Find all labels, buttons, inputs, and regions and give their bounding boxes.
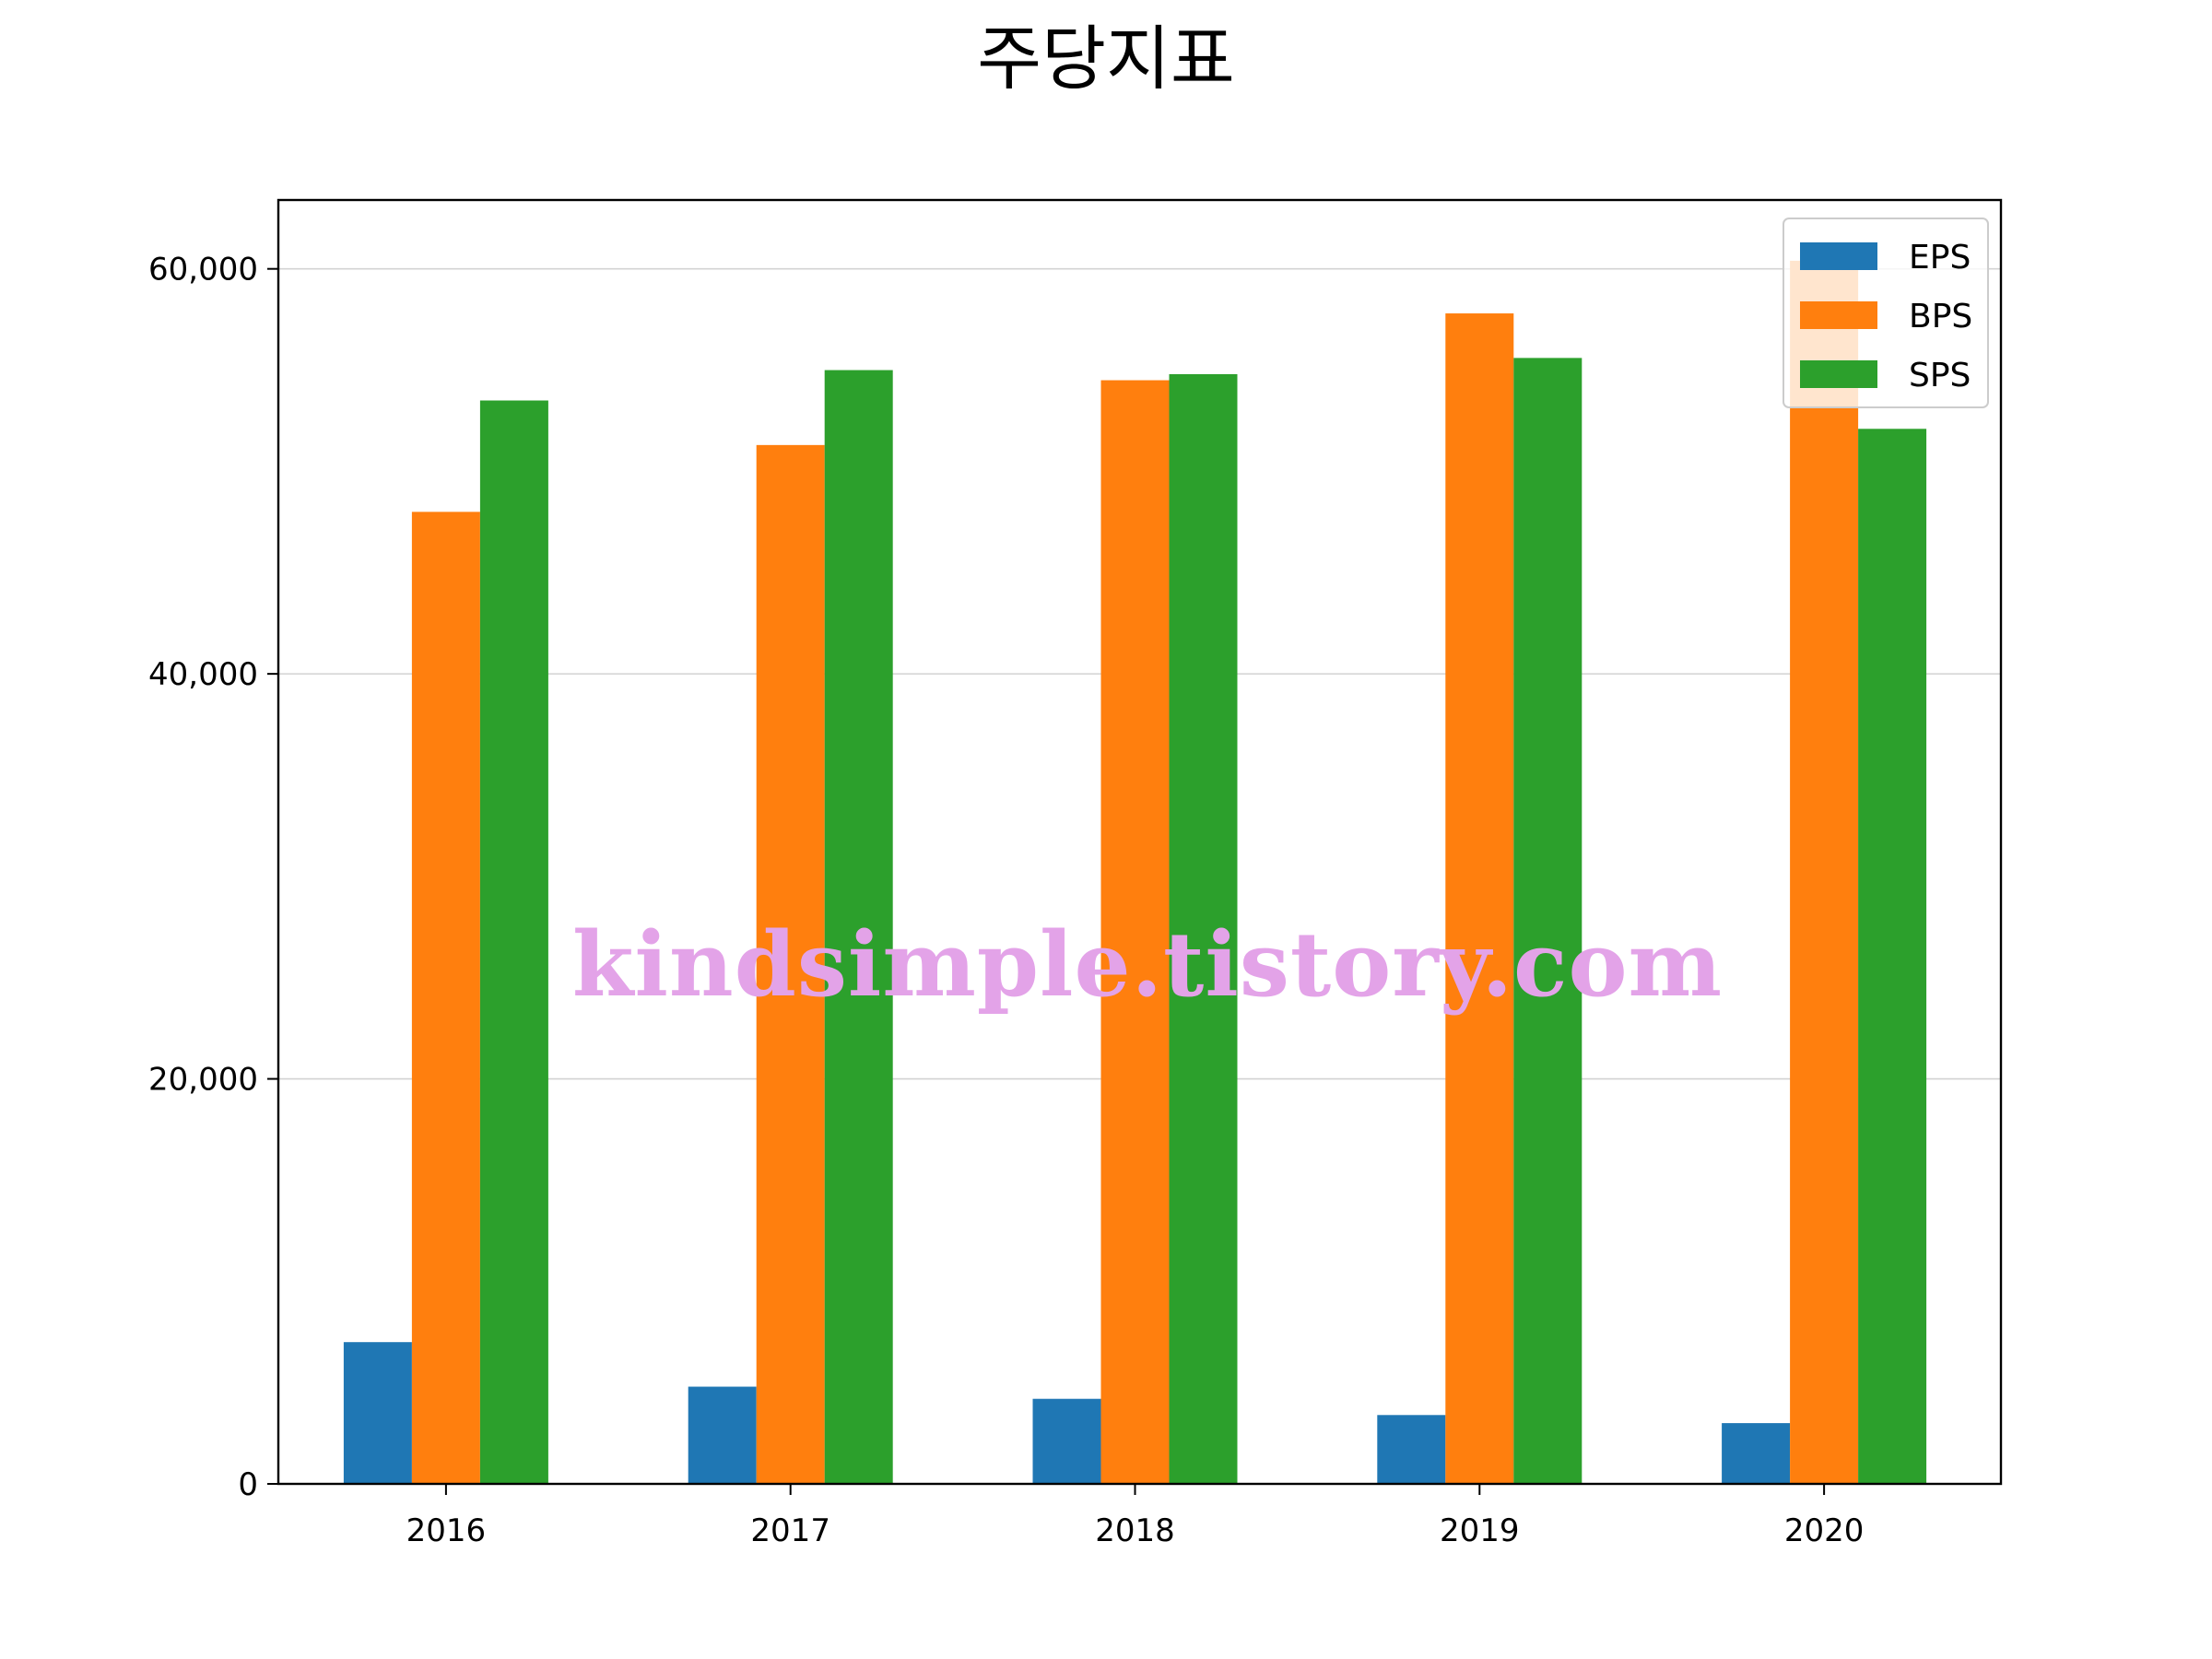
x-tick-label: 2020 <box>1784 1512 1865 1549</box>
chart-title: 주당지표 <box>977 18 1235 100</box>
plot-frame <box>276 198 2003 1486</box>
bar-eps-2016 <box>343 1342 412 1484</box>
bar-sps-2018 <box>1169 373 1238 1485</box>
bar-eps-2019 <box>1377 1415 1446 1484</box>
bar-eps-2018 <box>1032 1398 1101 1484</box>
bar-sps-2016 <box>479 400 548 1484</box>
bar-bps-2017 <box>756 444 825 1485</box>
legend-swatch-eps <box>1800 242 1877 270</box>
legend-label-bps: BPS <box>1909 298 1972 335</box>
legend: EPS BPS SPS <box>1783 218 1989 408</box>
x-tick-label: 2016 <box>406 1512 487 1549</box>
legend-label-eps: EPS <box>1909 239 1971 276</box>
plot-area: 0 20,000 40,000 60,000 2016 2017 2018 2019 2020 <box>148 198 2003 1549</box>
bar-eps-2020 <box>1722 1423 1791 1484</box>
legend-label-sps: SPS <box>1909 357 1971 394</box>
bar-eps-2017 <box>688 1386 757 1484</box>
legend-swatch-sps <box>1800 360 1877 388</box>
y-tick-label: 20,000 <box>148 1062 258 1099</box>
bar-bps-2019 <box>1445 313 1514 1484</box>
y-tick-label: 0 <box>238 1466 258 1503</box>
y-tick-label: 40,000 <box>148 656 258 693</box>
x-tick-label: 2019 <box>1440 1512 1520 1549</box>
watermark: kindsimple.tistory.com <box>572 912 1723 1017</box>
y-tick-label: 60,000 <box>148 252 258 288</box>
legend-swatch-bps <box>1800 301 1877 329</box>
x-tick-label: 2018 <box>1095 1512 1175 1549</box>
bar-bps-2018 <box>1100 380 1170 1484</box>
x-tick-label: 2017 <box>750 1512 830 1549</box>
bar-bps-2016 <box>411 512 480 1484</box>
bar-sps-2017 <box>824 370 893 1484</box>
bar-bps-2020 <box>1790 260 1859 1485</box>
bar-sps-2019 <box>1513 358 1583 1484</box>
bar-sps-2020 <box>1858 429 1927 1484</box>
